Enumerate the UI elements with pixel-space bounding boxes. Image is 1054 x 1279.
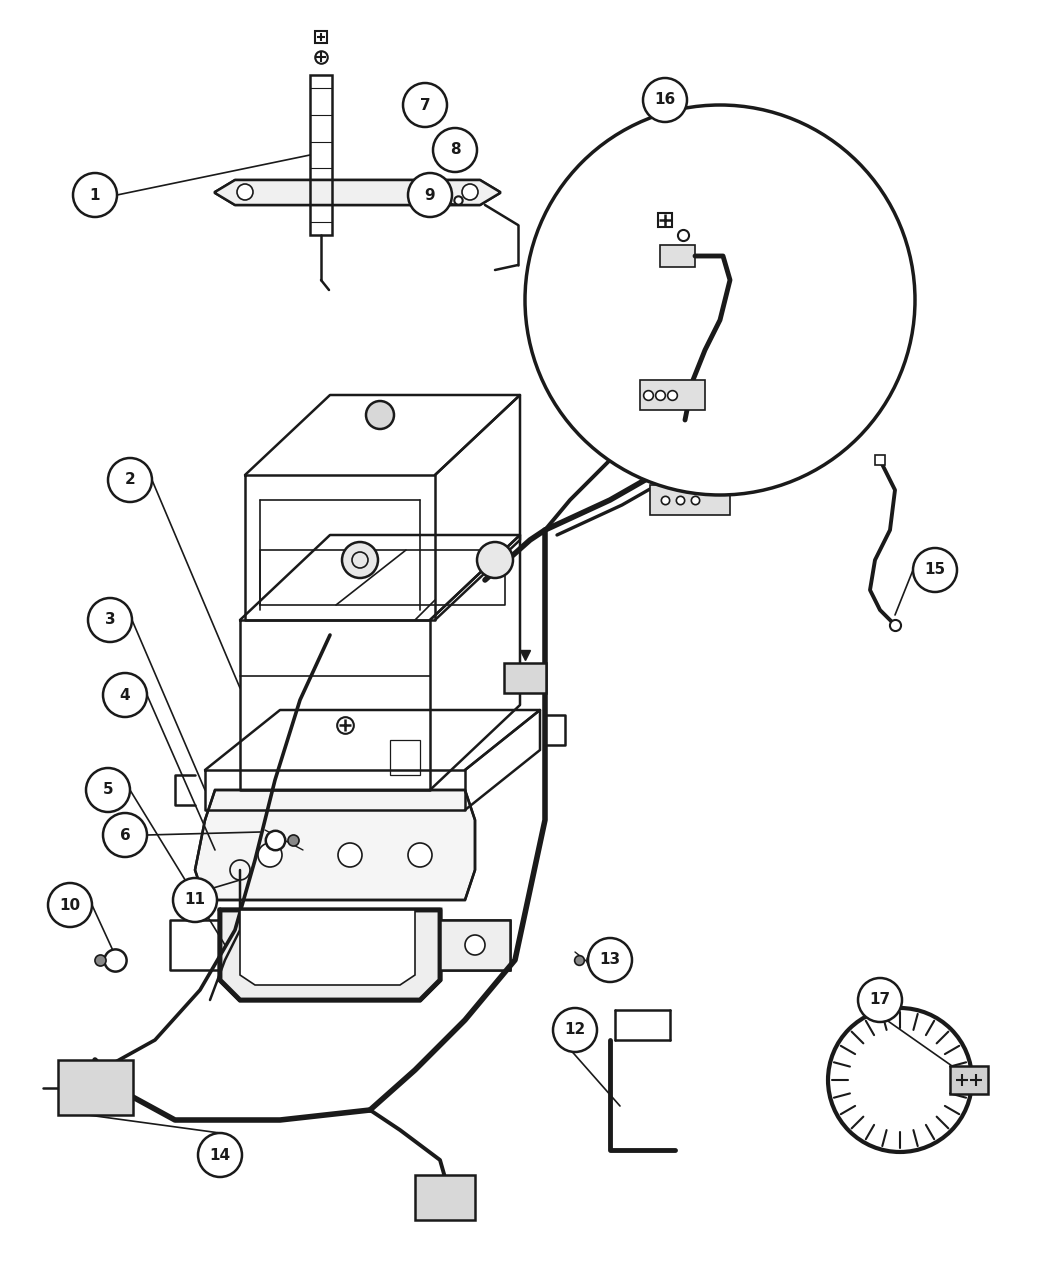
Text: 13: 13 [600,953,621,967]
Polygon shape [215,180,500,205]
Polygon shape [220,909,440,1000]
Polygon shape [195,790,475,900]
Text: 14: 14 [210,1147,231,1163]
Circle shape [103,673,147,718]
Bar [310,75,332,235]
Circle shape [198,1133,242,1177]
Circle shape [462,184,479,200]
Circle shape [237,184,253,200]
Text: 16: 16 [655,92,676,107]
Bar [504,663,546,693]
Bar [660,246,695,267]
Polygon shape [240,909,415,985]
Text: 11: 11 [184,893,206,908]
Text: 2: 2 [124,472,135,487]
Text: 4: 4 [120,688,131,702]
Circle shape [108,458,152,501]
Text: 15: 15 [924,563,945,578]
Circle shape [338,843,362,867]
Circle shape [433,128,477,171]
Circle shape [913,547,957,592]
Text: 8: 8 [450,142,461,157]
Text: 9: 9 [425,188,435,202]
Bar [415,1175,475,1220]
Circle shape [366,402,394,428]
Bar [58,1060,133,1115]
Bar [650,485,730,515]
Circle shape [403,83,447,127]
Circle shape [408,843,432,867]
Circle shape [173,877,217,922]
Circle shape [525,105,915,495]
Circle shape [86,767,130,812]
Circle shape [258,843,282,867]
Circle shape [643,78,687,122]
Circle shape [858,978,902,1022]
Polygon shape [440,920,510,969]
Circle shape [477,542,513,578]
Circle shape [465,935,485,955]
Bar [640,380,705,411]
Text: 1: 1 [90,188,100,202]
Text: 5: 5 [102,783,114,798]
Circle shape [341,542,378,578]
Circle shape [48,883,92,927]
Bar [855,230,890,280]
Circle shape [408,173,452,217]
Bar [951,1065,989,1094]
Text: 12: 12 [564,1022,586,1037]
Text: 6: 6 [119,828,131,843]
Circle shape [553,1008,597,1053]
Circle shape [588,938,632,982]
Bar [390,741,419,775]
Circle shape [103,813,147,857]
Text: 10: 10 [59,898,80,912]
Circle shape [87,599,132,642]
Text: 7: 7 [419,97,430,113]
Circle shape [73,173,117,217]
Text: 17: 17 [870,993,891,1008]
Text: 3: 3 [104,613,115,628]
